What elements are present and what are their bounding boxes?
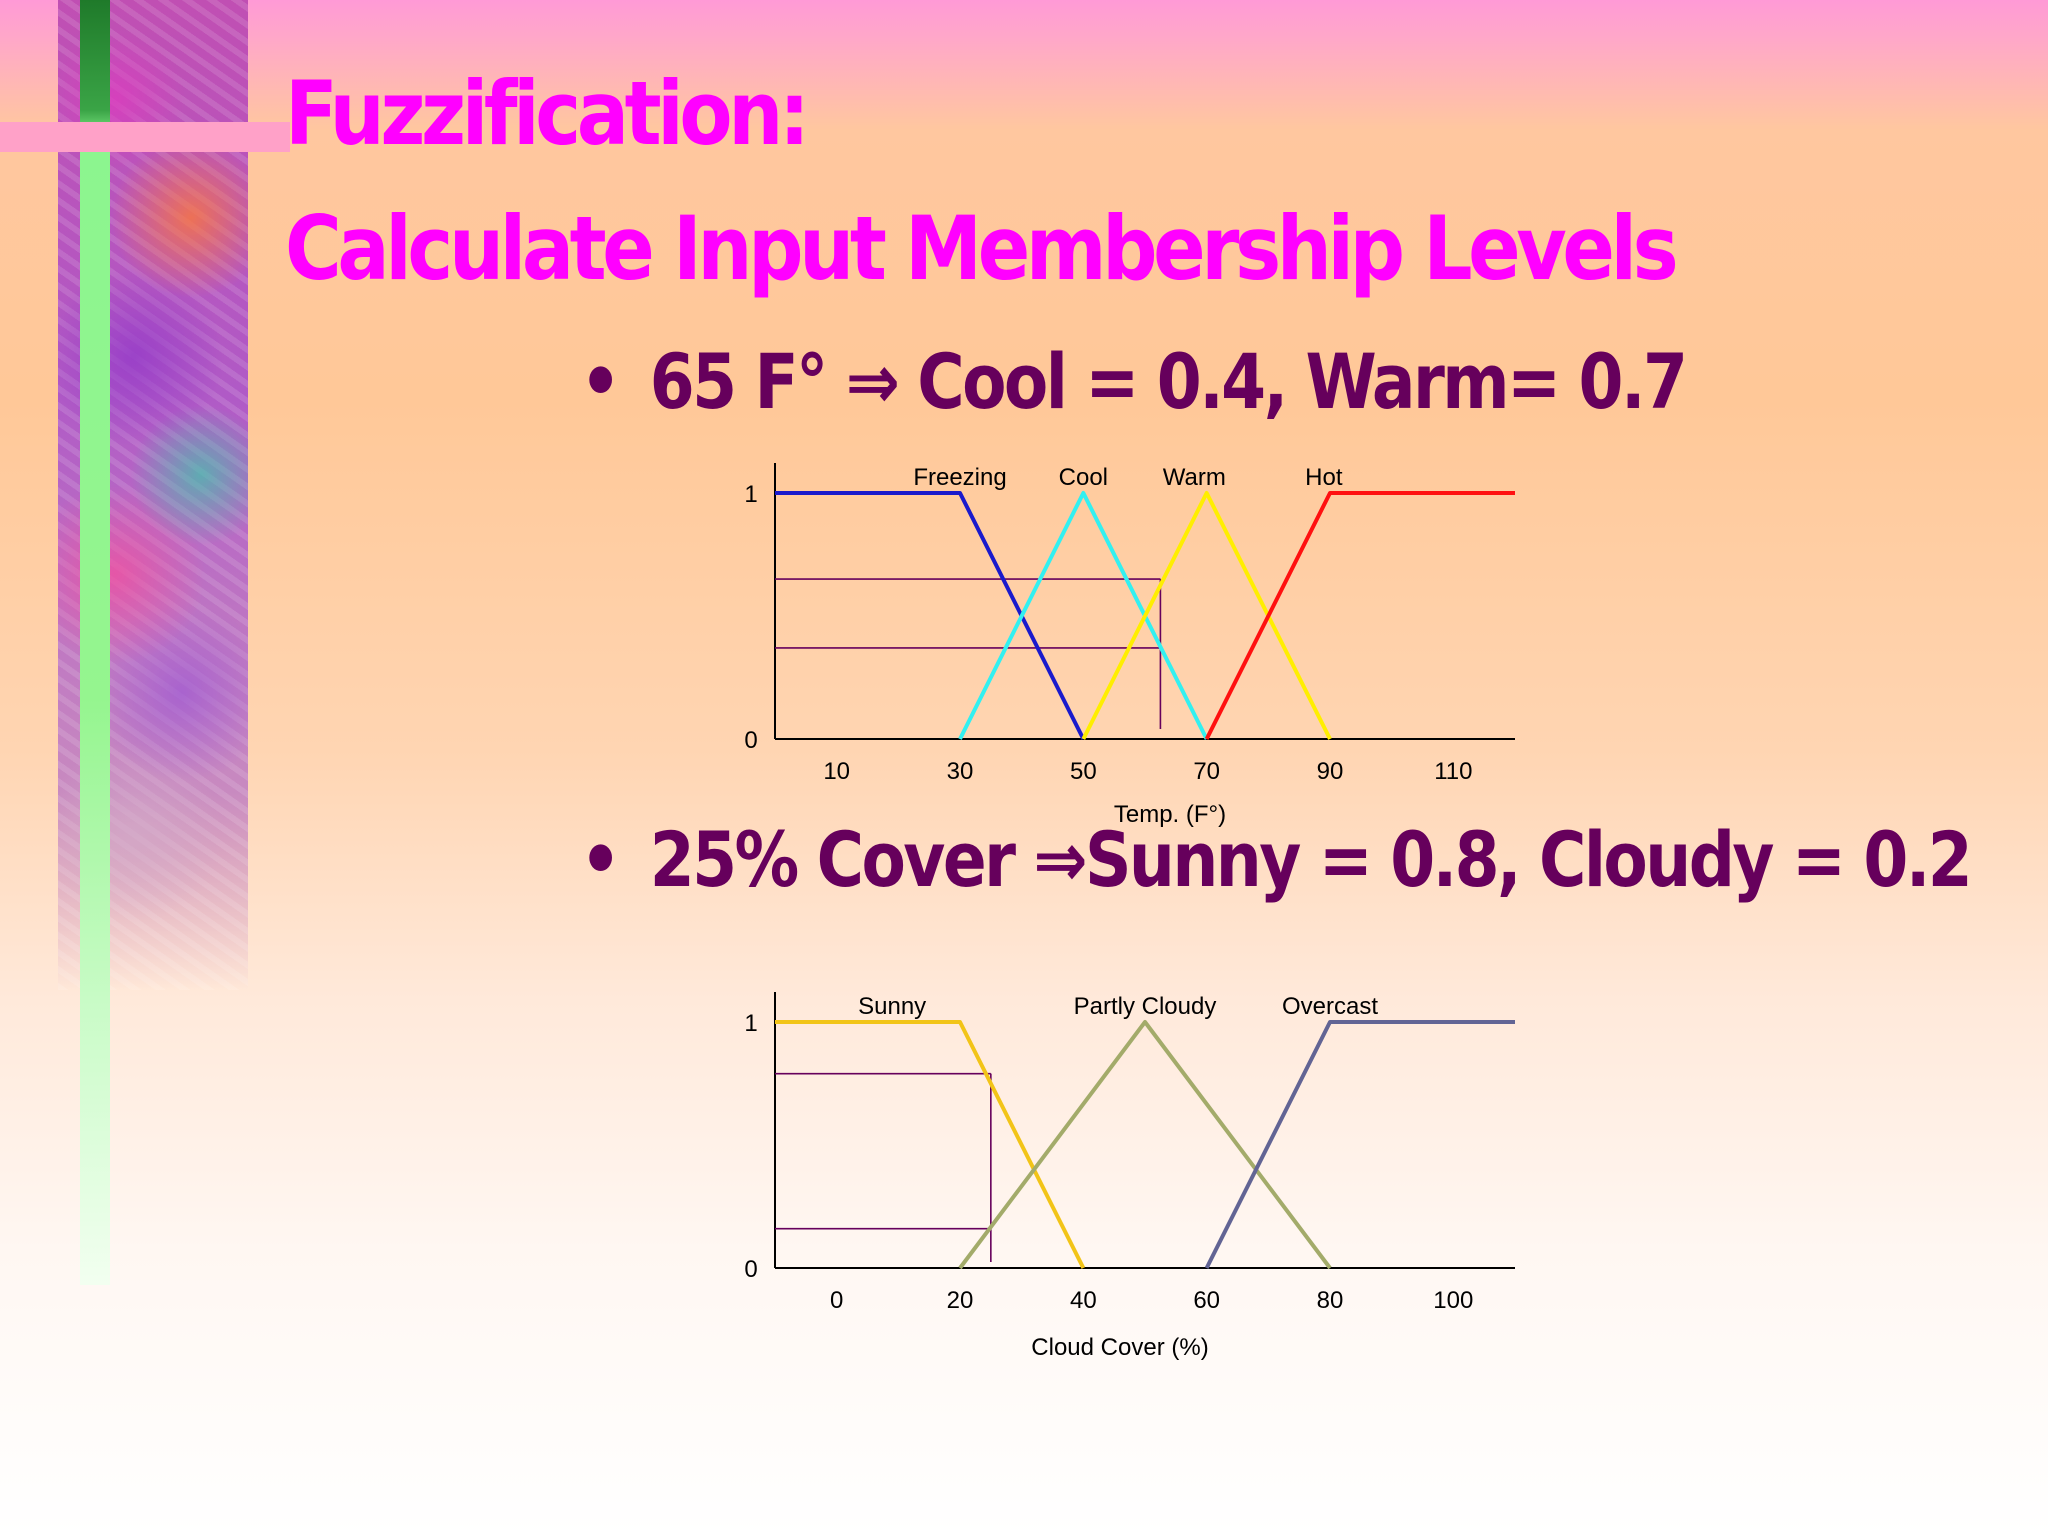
series-label: Cool	[1059, 464, 1108, 491]
x-axis-label: Temp. (F°)	[1114, 801, 1226, 828]
title-line-1: Fuzzification:	[285, 62, 810, 165]
x-tick-label: 40	[1070, 1287, 1097, 1314]
x-tick-label: 20	[947, 1287, 974, 1314]
x-tick-label: 60	[1193, 1287, 1220, 1314]
bullet-temperature: • 65 F° ⇒ Cool = 0.4, Warm= 0.7	[580, 332, 1688, 432]
series-line-hot	[1204, 491, 1515, 740]
bullet-cloud-cover: • 25% Cover ⇒Sunny = 0.8, Cloudy = 0.2	[580, 810, 1973, 910]
slide-title: Fuzzification: Calculate Input Membershi…	[285, 46, 1679, 316]
x-tick-label: 30	[947, 758, 974, 785]
series-label: Overcast	[1282, 993, 1378, 1020]
x-axis-label: Cloud Cover (%)	[1031, 1334, 1208, 1361]
series-line-partly-cloudy	[958, 1020, 1332, 1270]
series-line-overcast	[1204, 1020, 1515, 1269]
series-line-warm	[1081, 491, 1332, 740]
series-label: Hot	[1305, 464, 1343, 491]
x-tick-label: 10	[823, 758, 850, 785]
y-tick-label: 1	[744, 1010, 757, 1037]
y-tick-label: 0	[744, 1256, 757, 1283]
x-tick-label: 110	[1434, 758, 1472, 785]
y-tick-label: 0	[744, 727, 757, 754]
x-tick-label: 100	[1433, 1287, 1473, 1314]
y-tick-label: 1	[744, 481, 757, 508]
series-line-cool	[958, 491, 1209, 740]
bullet-cloud-cover-text: 25% Cover ⇒Sunny = 0.8, Cloudy = 0.2	[649, 815, 1973, 904]
x-tick-label: 50	[1070, 758, 1097, 785]
series-label: Freezing	[913, 464, 1006, 491]
series-line-freezing	[775, 491, 1086, 740]
series-label: Partly Cloudy	[1074, 993, 1217, 1020]
series-line-sunny	[775, 1020, 1086, 1269]
x-tick-label: 80	[1317, 1287, 1344, 1314]
title-line-2: Calculate Input Membership Levels	[285, 197, 1679, 300]
bullet-marker: •	[580, 337, 621, 426]
x-tick-label: 90	[1317, 758, 1344, 785]
pink-accent-bar	[0, 122, 290, 152]
green-accent-bar	[80, 0, 110, 1285]
series-label: Warm	[1163, 464, 1226, 491]
bullet-temperature-text: 65 F° ⇒ Cool = 0.4, Warm= 0.7	[649, 337, 1688, 426]
x-tick-label: 0	[830, 1287, 843, 1314]
x-tick-label: 70	[1193, 758, 1220, 785]
bullet-marker: •	[580, 815, 621, 904]
series-label: Sunny	[858, 993, 926, 1020]
